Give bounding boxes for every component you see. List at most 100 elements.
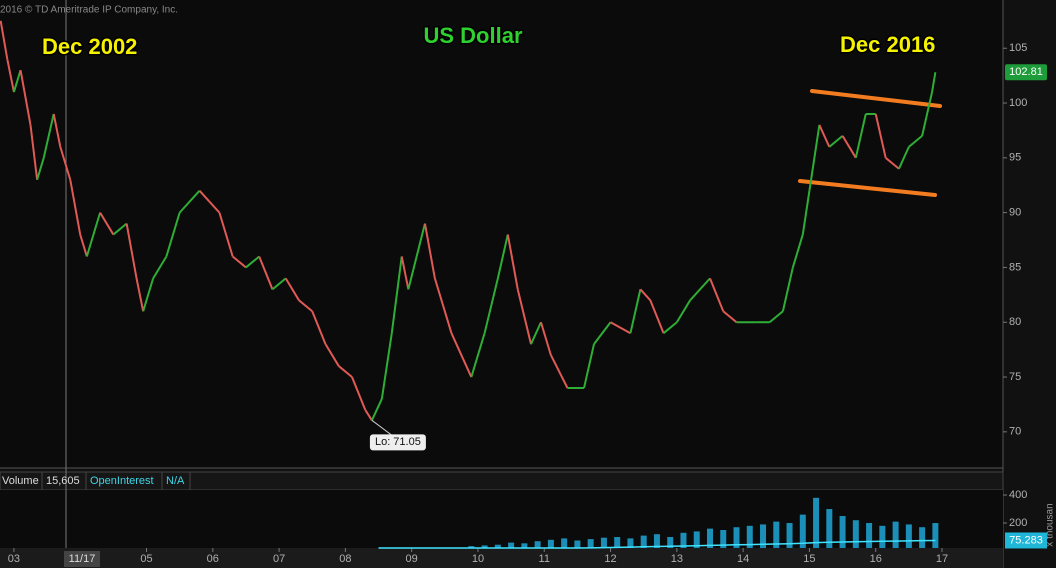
volume-bar <box>892 521 899 548</box>
price-segment <box>52 113 62 148</box>
x-tick-label: 14 <box>737 553 749 565</box>
x-tick-label: 09 <box>406 553 418 565</box>
price-segment <box>324 343 340 367</box>
cursor-label: 11/17 <box>69 553 96 565</box>
price-segment <box>854 113 867 159</box>
price-segment <box>662 321 678 334</box>
volume-bar <box>746 525 753 548</box>
volume-bar <box>905 524 912 548</box>
volume-bar <box>680 532 687 548</box>
volume-bar <box>614 537 621 548</box>
price-panel <box>0 0 1003 468</box>
volume-bar <box>852 520 859 548</box>
copyright: 2016 © TD Ameritrade IP Company, Inc. <box>0 5 178 16</box>
price-segment <box>178 190 201 214</box>
y-tick-label: 85 <box>1009 261 1021 273</box>
price-segment <box>781 267 794 312</box>
price-segment <box>284 277 300 301</box>
y-tick-label: 80 <box>1009 316 1021 328</box>
volume-bar <box>494 544 501 548</box>
price-segment <box>722 310 738 324</box>
price-segment <box>370 398 383 421</box>
volume-bar <box>720 530 727 548</box>
price-segment <box>791 234 804 268</box>
price-segment <box>629 289 642 334</box>
x-tick-label: 10 <box>472 553 484 565</box>
price-segment <box>69 179 82 235</box>
x-tick-label: 16 <box>870 553 882 565</box>
price-segment <box>245 255 260 269</box>
last-price: 102.81 <box>1009 66 1043 78</box>
channel-upper <box>810 89 942 108</box>
cursor-box <box>64 551 100 567</box>
price-segment <box>142 278 155 312</box>
price-segment <box>450 332 473 378</box>
x-tick-label: 12 <box>604 553 616 565</box>
x-tick-label: 08 <box>339 553 351 565</box>
open-interest-line <box>378 539 936 549</box>
volume-bar <box>574 540 581 548</box>
volume-bar <box>667 537 674 548</box>
price-segment <box>125 223 138 279</box>
volume-bar <box>534 541 541 548</box>
price-segment <box>152 255 168 279</box>
y-tick-label: 70 <box>1009 426 1021 438</box>
x-tick-label: 15 <box>803 553 815 565</box>
price-segment <box>675 299 691 323</box>
volume-bar <box>508 542 515 548</box>
price-segment <box>165 212 181 257</box>
price-segment <box>135 278 145 312</box>
price-segment <box>483 278 499 334</box>
volume-bar <box>561 538 568 548</box>
price-segment <box>99 212 115 236</box>
volume-bar <box>547 539 554 548</box>
volume-panel <box>0 490 1003 548</box>
price-segment <box>198 190 211 203</box>
volume-bar <box>919 527 926 548</box>
x-tick-label: 17 <box>936 553 948 565</box>
price-segment <box>649 299 665 334</box>
price-segment <box>311 310 327 345</box>
volume-bar <box>879 525 886 548</box>
volume-bar <box>826 509 833 548</box>
price-segment <box>6 58 15 93</box>
price-segment <box>530 321 542 345</box>
price-segment <box>841 135 857 159</box>
volume-bar <box>706 528 713 548</box>
price-segment <box>885 157 900 170</box>
price-segment <box>390 256 403 334</box>
unit-label: x thousan <box>1045 503 1056 546</box>
volume-bar <box>640 535 647 548</box>
price-segment <box>874 113 887 159</box>
volume-bar <box>468 546 475 548</box>
volume-bar <box>866 523 873 548</box>
last-price-box <box>1005 64 1047 81</box>
price-segment <box>818 124 831 148</box>
price-segment <box>232 255 247 269</box>
price-segment <box>42 113 55 159</box>
y-tick-label: 90 <box>1009 207 1021 219</box>
last-value-box <box>1005 532 1047 549</box>
volume-bar <box>786 523 793 548</box>
y-tick-label: 105 <box>1009 42 1027 54</box>
readout: N/A <box>166 475 185 487</box>
price-segment <box>470 332 486 378</box>
y-tick-label: 75 <box>1009 371 1021 383</box>
price-segment <box>0 20 9 60</box>
volume-bar <box>813 497 820 548</box>
volume-bar <box>600 537 607 548</box>
price-segment <box>506 234 519 290</box>
price-segment <box>36 157 45 181</box>
chart-title: US Dollar <box>423 23 522 48</box>
volume-bar <box>481 545 488 548</box>
time-axis <box>0 548 1003 568</box>
price-segment <box>423 223 436 279</box>
price-segment <box>921 91 934 137</box>
volume-bar <box>760 524 767 548</box>
low-box <box>369 434 426 451</box>
low-pointer <box>371 419 393 436</box>
readout: OpenInterest <box>90 475 154 487</box>
x-tick-label: 13 <box>671 553 683 565</box>
price-segment <box>709 278 725 312</box>
volume-bar <box>733 527 740 548</box>
